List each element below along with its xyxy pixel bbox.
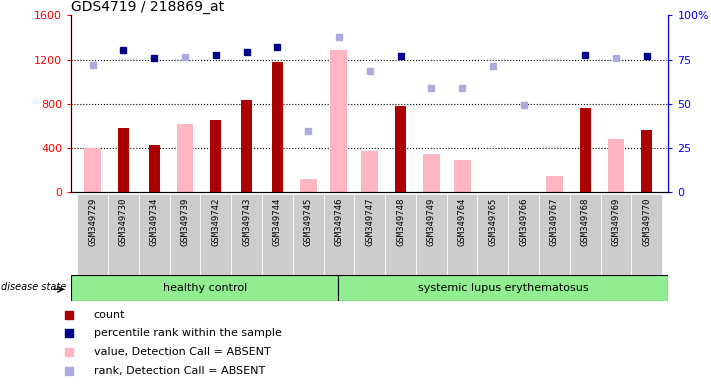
Bar [201, 194, 231, 275]
Bar [118, 128, 129, 192]
Bar [108, 194, 139, 275]
Bar [149, 144, 159, 192]
Bar [641, 130, 652, 192]
Text: GSM349768: GSM349768 [581, 198, 589, 246]
Bar [299, 179, 316, 192]
Bar [293, 194, 324, 275]
Bar [570, 194, 601, 275]
Text: GSM349748: GSM349748 [396, 198, 405, 246]
Bar [170, 194, 201, 275]
Bar [84, 148, 101, 192]
Bar [539, 194, 570, 275]
Text: disease state: disease state [1, 281, 67, 292]
Text: GSM349743: GSM349743 [242, 198, 251, 246]
Text: GSM349766: GSM349766 [519, 198, 528, 246]
Text: GSM349730: GSM349730 [119, 198, 128, 246]
Text: healthy control: healthy control [163, 283, 247, 293]
Bar [331, 50, 348, 192]
Text: systemic lupus erythematosus: systemic lupus erythematosus [418, 283, 589, 293]
Bar [338, 275, 668, 301]
Text: GSM349729: GSM349729 [88, 198, 97, 246]
Bar [478, 194, 508, 275]
Text: GSM349764: GSM349764 [458, 198, 466, 246]
Bar [77, 194, 108, 275]
Bar [231, 194, 262, 275]
Bar [631, 194, 662, 275]
Text: GSM349746: GSM349746 [334, 198, 343, 246]
Bar [508, 194, 539, 275]
Bar [262, 194, 293, 275]
Text: GSM349747: GSM349747 [365, 198, 374, 246]
Text: GSM349734: GSM349734 [150, 198, 159, 246]
Bar [272, 62, 283, 192]
Bar [423, 154, 440, 192]
Bar [139, 194, 170, 275]
Text: GSM349767: GSM349767 [550, 198, 559, 246]
Bar [71, 275, 338, 301]
Bar [447, 194, 478, 275]
Bar [546, 176, 563, 192]
Bar [324, 194, 354, 275]
Text: GDS4719 / 218869_at: GDS4719 / 218869_at [71, 0, 224, 14]
Text: GSM349749: GSM349749 [427, 198, 436, 246]
Bar [241, 100, 252, 192]
Text: GSM349770: GSM349770 [642, 198, 651, 246]
Text: GSM349765: GSM349765 [488, 198, 498, 246]
Bar [354, 194, 385, 275]
Text: GSM349739: GSM349739 [181, 198, 190, 246]
Bar [210, 120, 221, 192]
Bar [395, 106, 406, 192]
Text: count: count [94, 310, 125, 320]
Text: rank, Detection Call = ABSENT: rank, Detection Call = ABSENT [94, 366, 264, 376]
Text: GSM349742: GSM349742 [211, 198, 220, 246]
Bar [361, 151, 378, 192]
Bar [601, 194, 631, 275]
Bar [607, 139, 624, 192]
Bar [454, 160, 471, 192]
Text: GSM349745: GSM349745 [304, 198, 313, 246]
Bar [416, 194, 447, 275]
Bar [176, 124, 193, 192]
Text: GSM349769: GSM349769 [611, 198, 621, 246]
Bar [580, 108, 591, 192]
Text: value, Detection Call = ABSENT: value, Detection Call = ABSENT [94, 347, 270, 357]
Text: GSM349744: GSM349744 [273, 198, 282, 246]
Text: percentile rank within the sample: percentile rank within the sample [94, 328, 282, 338]
Bar [385, 194, 416, 275]
